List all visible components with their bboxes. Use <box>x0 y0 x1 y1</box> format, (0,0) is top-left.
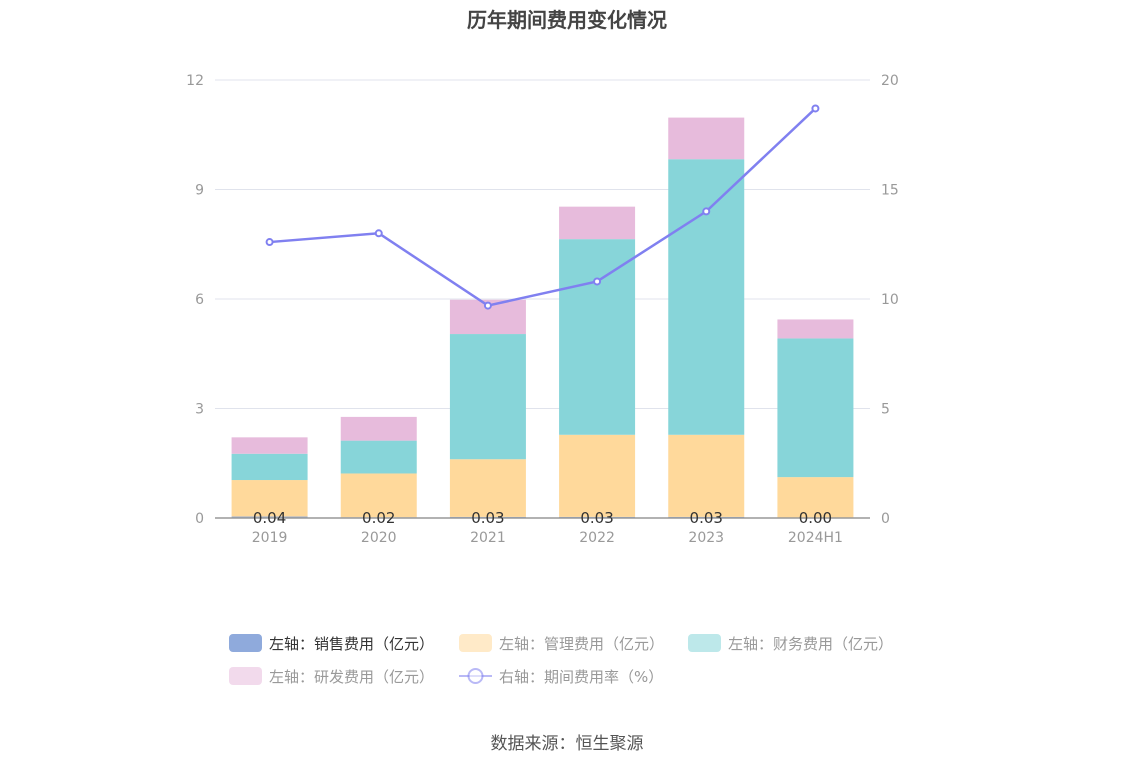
source-note: 数据来源：恒生聚源 <box>490 734 644 754</box>
legend-item: 左轴：研发费用（亿元） <box>229 667 434 686</box>
bar-segment <box>668 434 745 517</box>
chart-title: 历年期间费用变化情况 <box>467 8 667 32</box>
rate-point <box>593 277 602 286</box>
y-right-tick-label: 10 <box>881 292 899 308</box>
grid-layer <box>215 79 870 409</box>
data-label: 0.04 <box>253 509 286 527</box>
y-left-tick-label: 12 <box>186 73 204 89</box>
legend-label: 左轴：财务费用（亿元） <box>728 635 893 653</box>
legend-item: 右轴：期间费用率（%） <box>459 668 663 686</box>
bar-segment <box>340 416 417 441</box>
bar-segment <box>668 117 745 160</box>
bar-segment <box>559 206 636 240</box>
axis-layer: 0 3 6 9 12 0 5 10 15 20 2019 2020 2021 2022 2023 2024H1 <box>186 73 899 546</box>
bar-segment <box>340 440 417 474</box>
bar-layer <box>231 117 854 518</box>
legend: 左轴：销售费用（亿元） 左轴：管理费用（亿元） 左轴：财务费用（亿元） 左轴：研发费用… <box>229 634 893 686</box>
rate-line <box>269 107 817 307</box>
rate-point <box>811 104 820 113</box>
bar-segment <box>231 437 308 454</box>
bar-segment <box>449 334 526 460</box>
y-right-tick-label: 0 <box>881 511 890 527</box>
x-tick-label: 2019 <box>252 530 288 546</box>
legend-label: 左轴：销售费用（亿元） <box>269 635 434 653</box>
bar-segment <box>777 477 854 518</box>
bar-segment <box>559 239 636 435</box>
y-left-tick-label: 6 <box>195 292 204 308</box>
x-tick-label: 2024H1 <box>788 530 843 546</box>
y-right-tick-label: 20 <box>881 73 899 89</box>
y-left-tick-label: 3 <box>195 402 204 418</box>
rate-point <box>483 301 492 310</box>
bar-segment <box>340 473 417 518</box>
label-layer: 0.04 0.02 0.03 0.03 0.03 0.00 <box>253 509 832 527</box>
data-label: 0.03 <box>690 509 723 527</box>
bar-segment <box>231 453 308 481</box>
data-label: 0.02 <box>362 509 395 527</box>
legend-swatch <box>459 634 492 652</box>
data-label: 0.00 <box>799 509 832 527</box>
legend-swatch <box>229 634 262 652</box>
rate-point <box>265 238 274 247</box>
y-left-tick-label: 0 <box>195 511 204 527</box>
bar-segment <box>777 319 854 339</box>
x-tick-label: 2020 <box>361 530 397 546</box>
bar-segment <box>231 480 308 517</box>
y-right-tick-label: 5 <box>881 402 890 418</box>
legend-item: 左轴：销售费用（亿元） <box>229 634 434 653</box>
x-tick-label: 2021 <box>470 530 506 546</box>
line-layer <box>265 104 820 310</box>
rate-point <box>374 229 383 238</box>
legend-label: 右轴：期间费用率（%） <box>499 668 663 686</box>
legend-item: 左轴：管理费用（亿元） <box>459 634 664 653</box>
y-right-tick-label: 15 <box>881 183 899 199</box>
x-tick-label: 2022 <box>579 530 615 546</box>
data-label: 0.03 <box>580 509 613 527</box>
legend-item: 左轴：财务费用（亿元） <box>688 634 893 653</box>
data-label: 0.03 <box>471 509 504 527</box>
legend-label: 左轴：管理费用（亿元） <box>499 635 664 653</box>
x-tick-label: 2023 <box>688 530 724 546</box>
bar-segment <box>668 159 745 435</box>
legend-label: 左轴：研发费用（亿元） <box>269 668 434 686</box>
legend-swatch-marker <box>467 668 484 684</box>
bar-segment <box>449 459 526 517</box>
legend-swatch <box>229 667 262 685</box>
y-left-tick-label: 9 <box>195 183 204 199</box>
bar-segment <box>777 338 854 478</box>
rate-point <box>702 207 711 216</box>
legend-swatch <box>688 634 721 652</box>
bar-segment <box>559 434 636 517</box>
